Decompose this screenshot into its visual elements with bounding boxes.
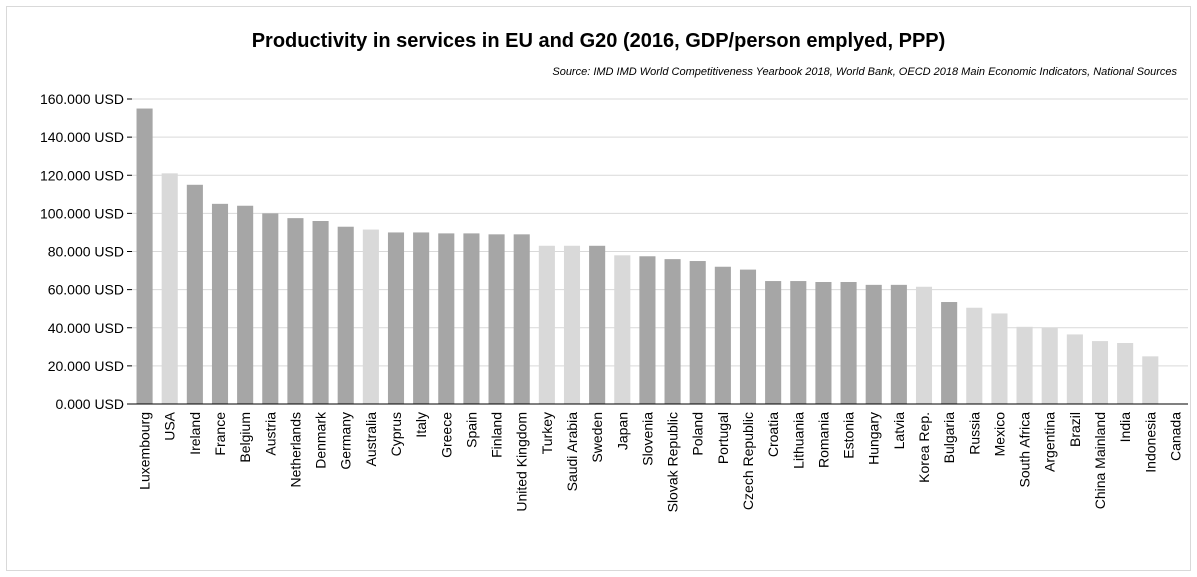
x-tick-label: Portugal — [715, 412, 731, 464]
x-tick-label: Croatia — [765, 412, 781, 457]
x-tick-label: Cyprus — [388, 412, 404, 456]
x-tick-label: Slovenia — [639, 412, 655, 466]
y-tick-label: 160.000 USD — [40, 91, 124, 107]
y-tick-label: 60.000 USD — [48, 282, 124, 298]
x-tick-label: Brazil — [1067, 412, 1083, 447]
bar — [211, 203, 229, 404]
y-tick-label: 20.000 USD — [48, 358, 124, 374]
x-tick-label: Slovak Republic — [665, 412, 681, 512]
bar — [287, 218, 304, 404]
x-tick-label: Saudi Arabia — [564, 412, 580, 492]
bar — [312, 221, 329, 404]
bar — [488, 234, 505, 404]
bar — [538, 245, 555, 404]
bar — [589, 245, 606, 404]
bar — [413, 232, 430, 404]
bar — [639, 256, 656, 404]
bar — [966, 307, 983, 404]
x-tick-label: Poland — [690, 412, 706, 456]
y-axis-ticks: 0.000 USD 20.000 USD 40.000 USD 60.000 USD 8… — [40, 91, 132, 412]
bar — [991, 313, 1008, 404]
x-tick-label: Netherlands — [287, 412, 303, 488]
bar — [362, 229, 379, 404]
bar — [614, 255, 631, 404]
bar — [1117, 343, 1134, 404]
bar — [689, 261, 706, 404]
bar — [714, 266, 731, 404]
bar — [262, 213, 279, 404]
bar — [890, 284, 907, 404]
bar — [237, 205, 254, 404]
x-tick-label: Russia — [966, 412, 982, 455]
x-tick-label: Turkey — [539, 412, 555, 454]
y-tick-label: 40.000 USD — [48, 320, 124, 336]
x-tick-label: Hungary — [866, 412, 882, 465]
y-tick-label: 100.000 USD — [40, 205, 124, 221]
x-tick-label: Czech Republic — [740, 412, 756, 510]
x-tick-label: Greece — [438, 412, 454, 458]
bar — [915, 286, 933, 404]
x-tick-label: Lithuania — [790, 412, 806, 469]
x-tick-label: China Mainland — [1092, 412, 1108, 509]
x-tick-label: United Kingdom — [514, 412, 530, 512]
y-tick-label: 0.000 USD — [56, 396, 124, 412]
bar — [1142, 356, 1159, 404]
x-tick-label: India — [1117, 412, 1133, 443]
x-tick-label: Latvia — [891, 412, 907, 450]
bar — [865, 284, 882, 404]
x-tick-label: France — [212, 412, 228, 456]
x-tick-label: South Africa — [1017, 412, 1033, 488]
x-tick-label: Argentina — [1042, 412, 1058, 472]
x-tick-label: Belgium — [237, 412, 253, 463]
x-tick-label: Australia — [363, 412, 379, 467]
x-tick-label: Korea Rep. — [916, 412, 932, 483]
x-tick-label: Italy — [413, 412, 429, 438]
bar — [513, 234, 530, 404]
x-tick-label: Romania — [815, 412, 831, 468]
x-tick-label: Spain — [463, 412, 479, 448]
x-tick-label: Ireland — [187, 412, 203, 455]
bar — [941, 302, 958, 404]
bar — [739, 269, 757, 404]
gridlines — [132, 98, 1188, 405]
x-tick-label: Japan — [614, 412, 630, 450]
x-tick-label: Germany — [338, 412, 354, 470]
x-tick-label: Austria — [262, 412, 278, 456]
bar — [790, 281, 807, 404]
bar — [337, 226, 354, 404]
x-tick-label: Finland — [489, 412, 505, 458]
bar — [1016, 326, 1033, 404]
x-tick-label: Sweden — [589, 412, 605, 463]
x-axis-labels: Luxembourg USA Ireland France Belgium Austria… — [137, 411, 1184, 512]
bar — [463, 233, 480, 404]
bar — [840, 282, 857, 404]
bars — [136, 108, 1159, 404]
x-tick-label: Mexico — [991, 412, 1007, 457]
bar — [161, 173, 178, 404]
y-tick-label: 120.000 USD — [40, 167, 124, 183]
y-tick-label: 80.000 USD — [48, 244, 124, 260]
x-tick-label: Estonia — [841, 412, 857, 459]
bar — [1066, 334, 1083, 404]
x-tick-label: Luxembourg — [137, 412, 153, 490]
x-tick-label: Bulgaria — [941, 412, 957, 464]
chart-title: Productivity in services in EU and G20 (… — [251, 30, 946, 52]
bar — [765, 281, 782, 404]
bar — [1041, 327, 1058, 404]
bar — [563, 245, 581, 404]
bar — [438, 233, 455, 404]
chart-source: Source: IMD IMD World Competitiveness Ye… — [552, 66, 1177, 78]
x-tick-label: USA — [162, 411, 178, 440]
x-tick-label: Canada — [1167, 412, 1183, 461]
bar — [387, 232, 405, 404]
bar — [186, 184, 203, 404]
y-tick-label: 140.000 USD — [40, 129, 124, 145]
bar — [815, 282, 832, 404]
bar — [1091, 341, 1109, 404]
x-tick-label: Indonesia — [1142, 412, 1158, 473]
bar — [136, 108, 153, 404]
bar — [664, 259, 681, 404]
x-tick-label: Denmark — [313, 411, 329, 469]
